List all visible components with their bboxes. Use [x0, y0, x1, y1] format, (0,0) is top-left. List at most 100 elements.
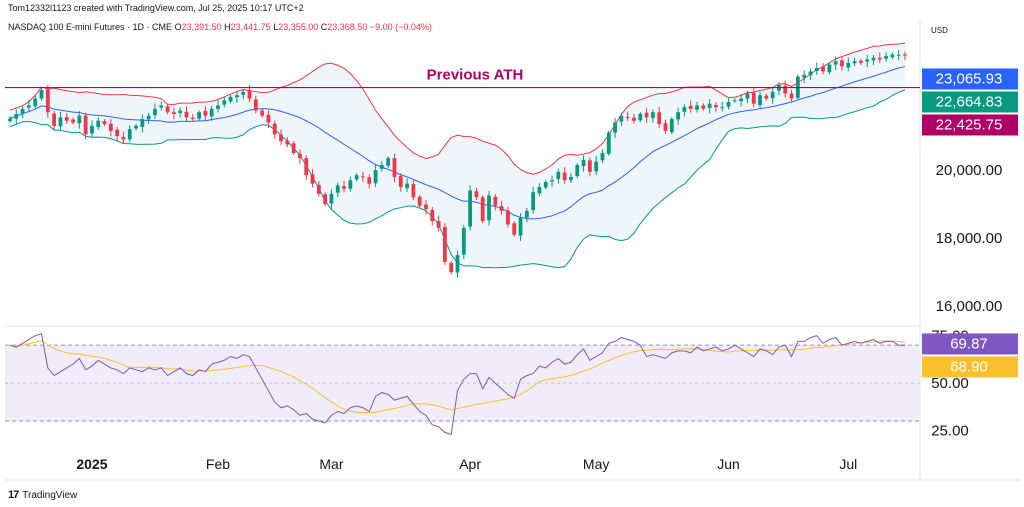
- candle: [714, 102, 718, 112]
- candle: [499, 200, 504, 215]
- rsi-badge-text: 68.90: [950, 358, 988, 375]
- close-label: C: [320, 22, 328, 32]
- candle-body: [197, 112, 201, 119]
- candle: [39, 88, 44, 101]
- candle-body: [121, 136, 126, 140]
- candle: [316, 181, 321, 197]
- candle-body: [310, 174, 315, 184]
- symbol-name[interactable]: NASDAQ 100 E-mini Futures · 1D · CME: [8, 22, 173, 32]
- candle-body: [827, 64, 832, 73]
- time-tick: Jun: [717, 456, 740, 472]
- candle: [64, 113, 69, 124]
- author-caption: Tom12332l1123 created with TradingView.c…: [8, 3, 304, 13]
- candle-body: [474, 191, 479, 198]
- candle: [279, 129, 283, 145]
- candle: [600, 149, 605, 164]
- candle-body: [890, 54, 895, 58]
- candle-body: [682, 107, 687, 112]
- candle-body: [802, 74, 807, 78]
- candle-body: [449, 263, 454, 273]
- candle: [701, 103, 706, 111]
- candle-body: [814, 68, 819, 72]
- candle: [90, 120, 94, 138]
- candle-body: [329, 193, 334, 204]
- candle: [550, 175, 554, 187]
- candle-body: [27, 105, 31, 108]
- candle-body: [871, 57, 876, 61]
- candle-body: [865, 59, 870, 62]
- price-badge-box: [922, 68, 1018, 90]
- candle: [386, 156, 391, 168]
- candle: [833, 56, 838, 71]
- candle: [310, 168, 315, 188]
- candle: [789, 89, 794, 102]
- candle: [291, 141, 296, 156]
- candle: [203, 106, 208, 122]
- candle-body: [127, 129, 132, 140]
- candle: [443, 223, 447, 265]
- rsi-badge: 69.87: [922, 333, 1018, 355]
- candle: [165, 104, 170, 115]
- candle: [436, 215, 441, 232]
- time-tick: Apr: [459, 456, 481, 472]
- candle: [543, 179, 548, 190]
- candle-body: [405, 183, 409, 189]
- candle-body: [203, 111, 208, 116]
- candle: [272, 120, 277, 139]
- candle-body: [216, 105, 220, 109]
- candle: [840, 57, 844, 71]
- candle: [285, 136, 290, 148]
- candle-body: [153, 108, 157, 116]
- candle: [235, 90, 239, 103]
- candle-body: [436, 221, 441, 228]
- candle-body: [587, 160, 592, 172]
- candle-body: [493, 196, 498, 206]
- candle: [594, 156, 599, 176]
- candle-body: [764, 95, 769, 99]
- candle-body: [190, 117, 195, 120]
- candle: [619, 112, 624, 127]
- candle-body: [877, 57, 882, 60]
- high-label: H: [224, 22, 231, 32]
- candle: [575, 162, 580, 179]
- candle: [827, 62, 832, 75]
- candle-body: [222, 100, 227, 105]
- candle: [638, 111, 643, 123]
- candle-body: [316, 184, 321, 194]
- rsi-pane[interactable]: [5, 333, 920, 435]
- rsi-badge: 68.90: [922, 356, 1018, 378]
- previous-ath-line[interactable]: Previous ATH: [5, 67, 920, 89]
- candle-body: [108, 123, 113, 131]
- candle-body: [821, 66, 825, 72]
- candle-body: [858, 60, 863, 63]
- candle: [329, 189, 334, 210]
- candle: [134, 123, 138, 131]
- candle-body: [619, 115, 624, 122]
- candle-body: [102, 121, 107, 125]
- candle: [625, 111, 630, 122]
- candle: [524, 207, 529, 223]
- candle: [253, 95, 258, 114]
- rsi-badge-box: [922, 333, 1018, 355]
- candle: [587, 157, 592, 177]
- candle-body: [115, 129, 120, 137]
- candle-body: [543, 181, 548, 188]
- candle-body: [575, 164, 580, 177]
- candle: [751, 87, 756, 108]
- candle: [298, 149, 302, 164]
- price-badges: 23,368.50 23,065.93 22,664.83 22,425.75 69.8…: [922, 45, 1018, 378]
- price-badge: 23,368.50: [922, 45, 1018, 67]
- candle-body: [720, 107, 725, 109]
- candle: [127, 125, 132, 143]
- candle-body: [884, 56, 888, 59]
- currency-label[interactable]: USD: [931, 26, 948, 35]
- candles[interactable]: [8, 50, 907, 278]
- candle-body: [8, 118, 12, 122]
- candle-body: [745, 93, 750, 99]
- candle: [52, 110, 57, 131]
- candle-body: [550, 180, 554, 182]
- candle-body: [443, 227, 447, 262]
- band-fill: [10, 43, 905, 268]
- candle-body: [669, 119, 674, 133]
